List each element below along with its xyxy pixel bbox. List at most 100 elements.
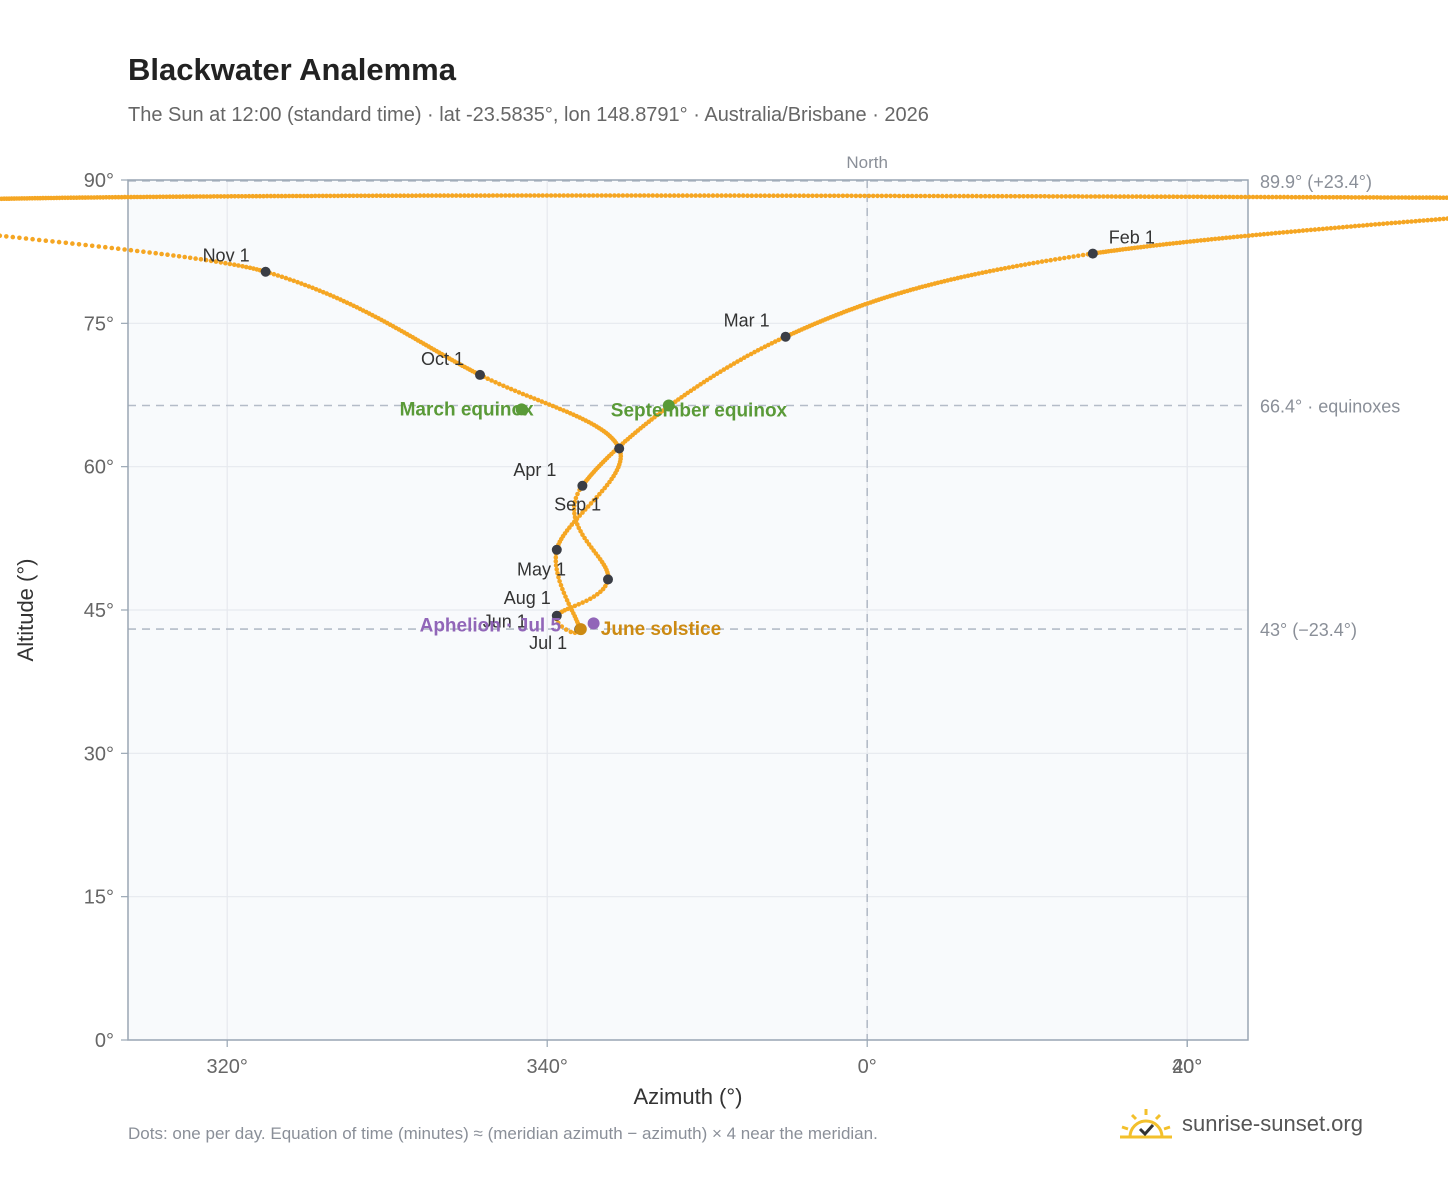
daily-dot <box>240 264 245 269</box>
daily-dot <box>875 193 880 199</box>
daily-dot <box>738 357 744 363</box>
daily-dot <box>801 193 807 198</box>
daily-dot <box>302 282 308 288</box>
daily-dot <box>1378 195 1383 200</box>
daily-dot <box>478 193 484 198</box>
daily-dot <box>629 193 634 198</box>
daily-dot <box>561 408 566 413</box>
daily-dot <box>1413 195 1419 200</box>
daily-dot <box>584 598 589 604</box>
daily-dot <box>548 193 554 198</box>
daily-dot <box>1235 234 1240 239</box>
daily-dot <box>409 193 415 198</box>
daily-dot <box>1174 240 1179 246</box>
daily-dot <box>203 257 209 263</box>
daily-dot <box>339 193 345 199</box>
daily-dot <box>1293 194 1298 200</box>
daily-dot <box>295 279 300 285</box>
daily-dot <box>1429 217 1434 223</box>
daily-dot <box>1052 257 1058 262</box>
daily-dot <box>1179 194 1184 200</box>
daily-dot <box>1219 194 1224 200</box>
daily-dot <box>247 265 253 271</box>
daily-dot <box>914 193 919 199</box>
daily-dot <box>1209 237 1214 242</box>
daily-dot <box>397 193 403 198</box>
daily-dot <box>745 193 750 198</box>
daily-dot <box>788 193 794 198</box>
daily-dot <box>578 193 583 198</box>
daily-dot <box>612 193 617 198</box>
daily-dot <box>275 193 281 199</box>
daily-dot <box>748 351 754 357</box>
daily-dot <box>321 289 326 295</box>
daily-dot <box>1273 230 1278 236</box>
daily-dot <box>177 194 183 199</box>
daily-dot <box>708 375 713 381</box>
daily-dot <box>198 257 204 262</box>
month-marker <box>577 480 588 491</box>
y-axis-label: Altitude (°) <box>13 559 38 662</box>
daily-dot <box>563 594 568 599</box>
daily-dot <box>244 264 249 270</box>
daily-dot <box>470 193 475 198</box>
daily-dot <box>165 252 170 257</box>
daily-dot <box>905 193 911 199</box>
daily-dot <box>63 240 69 246</box>
daily-dot <box>1012 194 1018 199</box>
daily-dot <box>523 193 529 198</box>
daily-dot <box>103 244 108 250</box>
daily-dot <box>1062 255 1067 261</box>
daily-dot <box>879 193 885 199</box>
daily-dot <box>591 498 597 503</box>
daily-dot <box>595 592 600 597</box>
daily-dot <box>896 193 902 199</box>
daily-dot <box>827 193 833 199</box>
daily-dot <box>405 193 411 198</box>
daily-dot <box>182 254 187 260</box>
daily-dot <box>849 193 854 199</box>
daily-dot <box>520 391 526 397</box>
daily-dot <box>1046 194 1052 199</box>
daily-dot <box>557 406 563 412</box>
daily-dot <box>1288 229 1294 234</box>
x-axis-label: Azimuth (°) <box>633 1084 742 1109</box>
daily-dot <box>792 193 798 198</box>
daily-dot <box>1227 235 1233 240</box>
daily-dot <box>316 193 322 199</box>
daily-dot <box>667 193 673 198</box>
event-label: Aphelion · Jul 5 <box>420 615 562 636</box>
chart-title: Blackwater Analemma <box>128 52 456 87</box>
daily-dot <box>927 193 932 199</box>
daily-dot <box>512 388 518 394</box>
daily-dot <box>980 270 985 276</box>
daily-dot <box>527 193 533 198</box>
daily-dot <box>857 193 863 199</box>
daily-dot <box>1389 220 1394 226</box>
daily-dot <box>554 567 559 572</box>
daily-dot <box>810 193 815 199</box>
daily-dot <box>1409 219 1414 224</box>
daily-dot <box>1191 194 1196 200</box>
daily-dot <box>153 250 158 256</box>
daily-dot <box>540 193 545 198</box>
daily-dot <box>564 597 570 603</box>
daily-dot <box>553 563 559 568</box>
daily-dot <box>714 371 720 377</box>
daily-dot <box>328 193 333 199</box>
daily-dot <box>599 193 604 198</box>
daily-dot <box>1242 233 1248 239</box>
daily-dot <box>536 193 541 198</box>
daily-dot <box>154 194 159 200</box>
daily-dot <box>568 604 573 610</box>
daily-dot <box>1246 194 1252 200</box>
daily-dot <box>556 620 561 626</box>
brand[interactable]: sunrise-sunset.org <box>1120 1104 1363 1144</box>
daily-dot <box>732 193 737 198</box>
daily-dot <box>218 260 224 265</box>
daily-dot <box>1284 229 1290 235</box>
daily-dot <box>1420 195 1426 200</box>
daily-dot <box>569 193 575 198</box>
daily-dot <box>1231 194 1236 200</box>
month-label: Mar 1 <box>724 311 770 331</box>
